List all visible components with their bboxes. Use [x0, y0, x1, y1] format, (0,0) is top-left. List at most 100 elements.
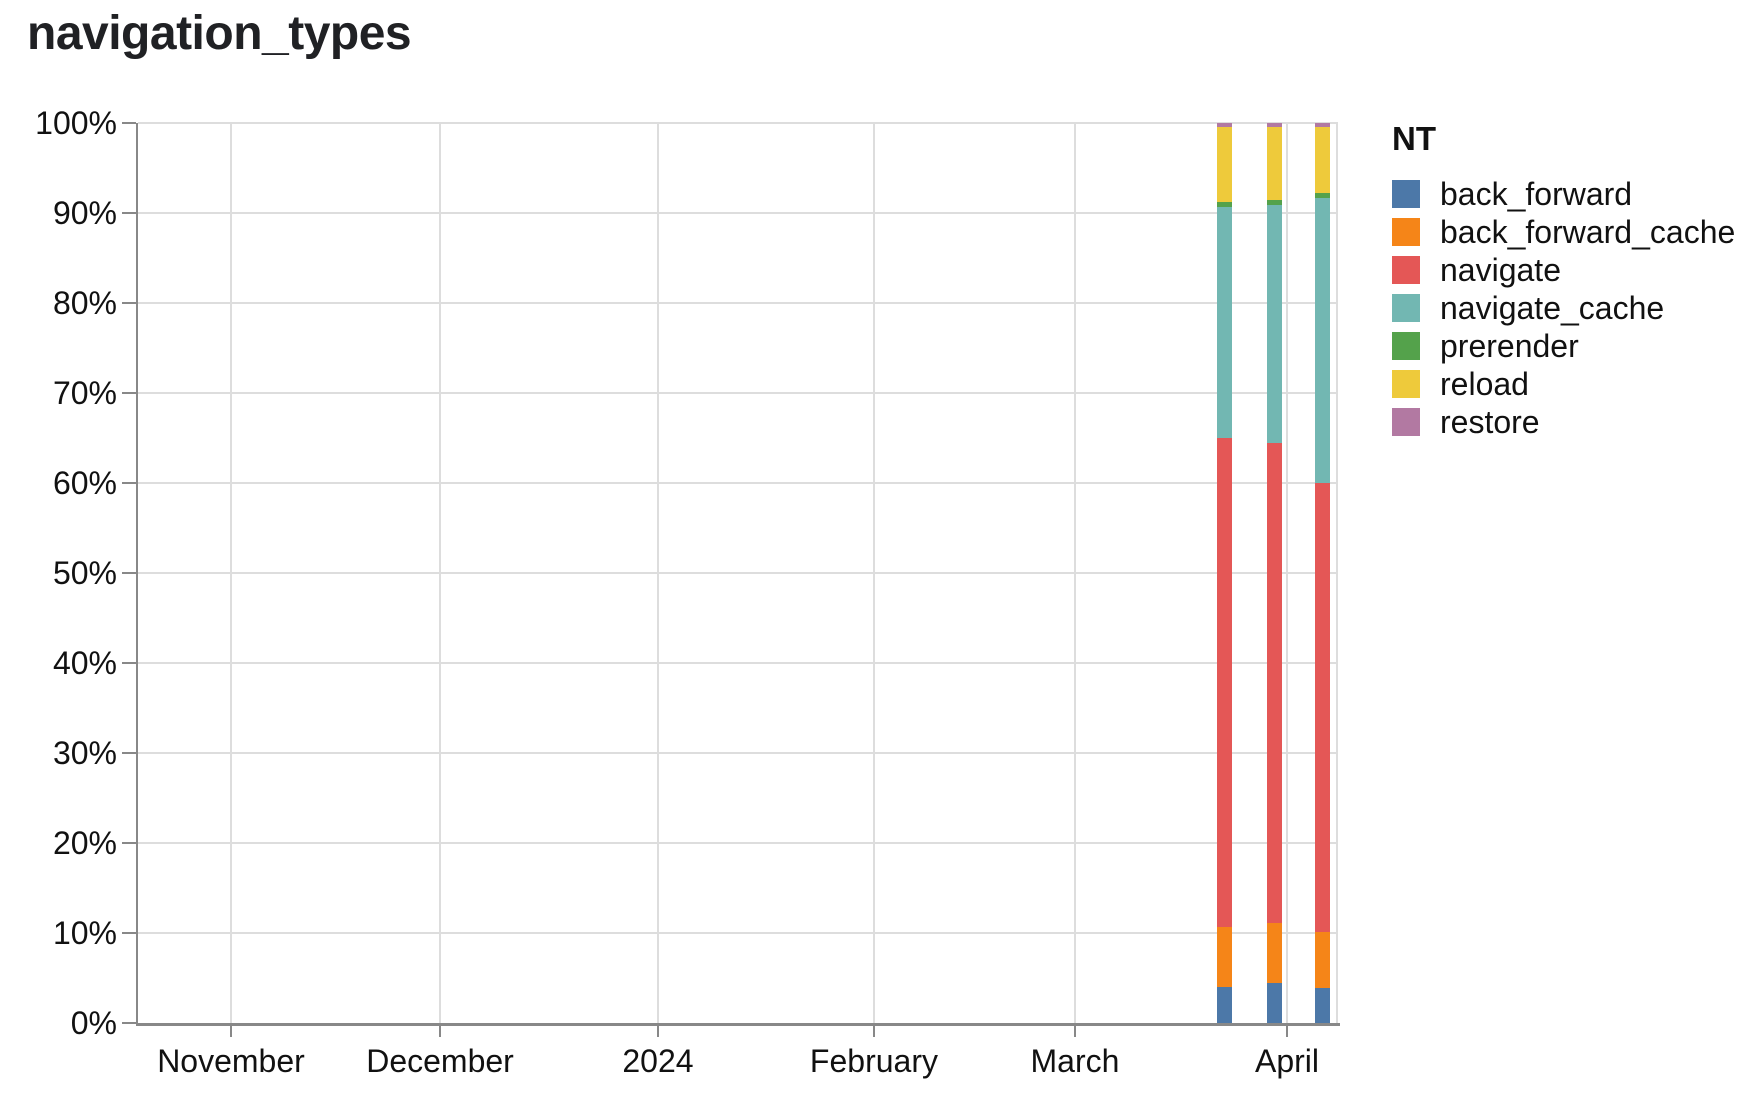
- y-tick-label: 50%: [52, 555, 117, 591]
- gridline-v: [656, 123, 659, 1023]
- x-tick: [1073, 1023, 1076, 1037]
- y-tick-label: 100%: [35, 105, 117, 141]
- y-tick: [122, 212, 136, 214]
- gridline-h: [138, 572, 1338, 574]
- x-tick-label: March: [1030, 1043, 1120, 1079]
- gridline-h: [138, 392, 1338, 394]
- bar-segment-reload: [1266, 126, 1282, 201]
- gridline-h: [138, 842, 1338, 844]
- y-tick-label: 60%: [52, 465, 117, 501]
- y-tick-label: 90%: [52, 195, 117, 231]
- legend-title: NT: [1392, 120, 1436, 157]
- y-tick: [122, 482, 136, 484]
- gridline-h: [138, 482, 1338, 484]
- y-tick: [122, 392, 136, 394]
- legend-item-prerender: prerender: [1392, 327, 1735, 365]
- legend-swatch-restore: [1392, 408, 1420, 436]
- legend-item-navigate: navigate: [1392, 251, 1735, 289]
- y-tick: [122, 122, 136, 124]
- y-tick: [122, 842, 136, 844]
- bar-segment-back_forward_cache: [1266, 923, 1282, 984]
- legend-items: back_forward back_forward_cache navigate na…: [1392, 175, 1735, 441]
- gridline-v: [230, 123, 232, 1023]
- bar-segment-navigate_cache: [1216, 206, 1232, 438]
- y-tick: [122, 1022, 136, 1024]
- x-tick-label: April: [1254, 1043, 1319, 1079]
- legend-swatch-back_forward_cache: [1392, 218, 1420, 246]
- bar-segment-prerender: [1216, 202, 1232, 207]
- y-tick-label: 40%: [52, 645, 117, 681]
- bar-segment-reload: [1216, 126, 1232, 203]
- legend-item-label: reload: [1440, 365, 1529, 402]
- bar-segment-restore: [1314, 123, 1330, 127]
- y-tick: [122, 932, 136, 934]
- legend-swatch-navigate: [1392, 256, 1420, 284]
- x-tick: [656, 1023, 659, 1037]
- x-tick-label: December: [366, 1043, 514, 1079]
- y-tick-label: 0%: [70, 1005, 117, 1041]
- chart-title: navigation_types: [27, 7, 412, 60]
- bar-segment-prerender: [1314, 193, 1330, 198]
- bar-segment-back_forward: [1266, 983, 1282, 1023]
- gridline-h: [138, 302, 1338, 304]
- gridline-h: [138, 752, 1338, 754]
- bar-segment-navigate: [1266, 442, 1282, 924]
- x-tick-label: February: [809, 1043, 938, 1079]
- legend-item-label: navigate: [1440, 251, 1561, 288]
- x-tick: [1286, 1023, 1288, 1037]
- y-tick-label: 10%: [52, 915, 117, 951]
- legend-item-label: prerender: [1440, 327, 1579, 364]
- y-axis-line: [136, 123, 138, 1023]
- gridline-v: [1286, 123, 1288, 1023]
- bar-segment-navigate: [1314, 483, 1330, 933]
- gridline-h: [138, 662, 1338, 664]
- legend-item-reload: reload: [1392, 365, 1735, 403]
- legend-item-navigate_cache: navigate_cache: [1392, 289, 1735, 327]
- y-tick-label: 80%: [52, 285, 117, 321]
- legend-item-label: navigate_cache: [1440, 289, 1665, 326]
- gridline-v: [1073, 123, 1076, 1023]
- bar-segment-reload: [1314, 126, 1330, 194]
- bar-segment-navigate_cache: [1314, 197, 1330, 483]
- x-axis-line: [136, 1023, 1340, 1026]
- gridline-v-right-edge: [1336, 123, 1338, 1023]
- legend-item-back_forward: back_forward: [1392, 175, 1735, 213]
- legend-item-restore: restore: [1392, 403, 1735, 441]
- gridline-h: [138, 122, 1338, 124]
- x-tick-label: 2024: [622, 1043, 694, 1079]
- gridline-v: [439, 123, 442, 1023]
- x-tick: [872, 1023, 875, 1037]
- legend-item-label: back_forward_cache: [1440, 213, 1736, 250]
- legend-swatch-reload: [1392, 370, 1420, 398]
- y-tick-label: 20%: [52, 825, 117, 861]
- legend-swatch-back_forward: [1392, 180, 1420, 208]
- legend-swatch-prerender: [1392, 332, 1420, 360]
- y-tick-label: 70%: [52, 375, 117, 411]
- plot-area: 0% 10% 20% 30% 40% 50% 60% 70% 80% 90% 100% Novembe…: [35, 105, 1340, 1079]
- legend-item-label: restore: [1440, 403, 1540, 440]
- gridline-v: [872, 123, 875, 1023]
- y-tick: [122, 572, 136, 574]
- y-tick-label: 30%: [52, 735, 117, 771]
- bar-segment-navigate: [1216, 438, 1232, 927]
- bar-segment-restore: [1216, 123, 1232, 127]
- bar-segment-back_forward: [1216, 987, 1232, 1023]
- bar-segment-restore: [1266, 123, 1282, 127]
- bar-segment-back_forward_cache: [1216, 926, 1232, 987]
- x-tick: [439, 1023, 442, 1037]
- bar-segment-back_forward: [1314, 987, 1330, 1023]
- y-tick: [122, 662, 136, 664]
- legend-swatch-navigate_cache: [1392, 294, 1420, 322]
- bar-segment-navigate_cache: [1266, 204, 1282, 443]
- y-tick: [122, 752, 136, 754]
- x-tick-label: November: [157, 1043, 305, 1079]
- legend: NT back_forward back_forward_cache navigat…: [1392, 120, 1735, 441]
- legend-item-label: back_forward: [1440, 175, 1633, 212]
- x-tick: [230, 1023, 232, 1037]
- y-tick: [122, 302, 136, 304]
- gridline-h: [138, 932, 1338, 934]
- bar-segment-back_forward_cache: [1314, 932, 1330, 988]
- bar-segment-prerender: [1266, 200, 1282, 205]
- gridline-h: [138, 212, 1338, 214]
